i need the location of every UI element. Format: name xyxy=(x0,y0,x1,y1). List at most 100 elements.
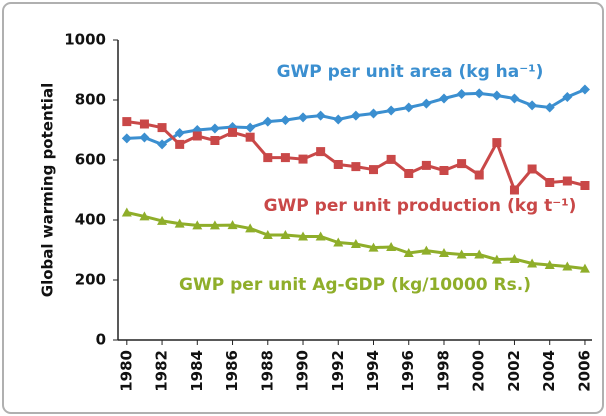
marker xyxy=(209,123,220,134)
marker xyxy=(121,207,132,217)
marker xyxy=(192,131,202,141)
marker xyxy=(174,128,185,138)
marker xyxy=(439,166,449,175)
marker xyxy=(491,254,502,264)
marker xyxy=(157,139,168,150)
marker xyxy=(457,159,467,169)
marker xyxy=(192,220,203,230)
x-tick-label: 2002 xyxy=(505,350,523,392)
marker xyxy=(298,154,308,164)
marker xyxy=(579,84,590,95)
y-tick-label: 0 xyxy=(96,331,106,349)
x-tick-label: 1980 xyxy=(117,350,135,392)
marker xyxy=(298,231,309,241)
marker xyxy=(245,223,256,233)
marker xyxy=(175,139,185,149)
marker xyxy=(580,181,590,190)
marker xyxy=(527,258,538,268)
marker xyxy=(579,263,590,273)
marker xyxy=(280,115,291,126)
x-tick-label: 1986 xyxy=(223,350,241,392)
x-tick-label: 2000 xyxy=(470,350,488,392)
marker xyxy=(403,102,414,113)
marker xyxy=(280,153,290,163)
y-tick-label: 800 xyxy=(75,91,106,109)
marker xyxy=(174,218,185,228)
series-label: GWP per unit area (kg ha⁻¹) xyxy=(277,62,544,82)
marker xyxy=(121,133,132,144)
marker xyxy=(544,102,555,113)
marker xyxy=(333,237,344,247)
marker xyxy=(544,260,555,269)
marker xyxy=(368,108,379,119)
marker xyxy=(280,230,291,239)
marker xyxy=(474,170,484,180)
x-tick-label: 1988 xyxy=(258,350,276,392)
marker xyxy=(527,100,538,111)
x-tick-label: 2006 xyxy=(575,350,593,392)
marker xyxy=(509,254,520,263)
marker xyxy=(227,220,238,230)
marker xyxy=(545,178,555,187)
marker xyxy=(474,249,485,259)
marker xyxy=(386,154,396,164)
marker xyxy=(421,160,431,170)
marker xyxy=(298,112,309,123)
marker xyxy=(157,123,167,133)
marker xyxy=(386,242,397,251)
marker xyxy=(157,215,168,225)
marker xyxy=(438,248,449,257)
marker xyxy=(368,242,379,252)
marker xyxy=(386,105,397,116)
marker xyxy=(245,132,255,142)
marker xyxy=(350,239,361,248)
marker xyxy=(262,116,273,127)
x-tick-label: 1990 xyxy=(294,350,312,392)
marker xyxy=(245,122,256,133)
marker xyxy=(316,147,326,157)
marker xyxy=(369,165,379,175)
marker xyxy=(527,164,537,174)
series-label: GWP per unit production (kg t⁻¹) xyxy=(264,196,577,216)
marker xyxy=(315,110,326,121)
marker xyxy=(122,117,132,127)
marker xyxy=(456,89,467,99)
y-tick-label: 400 xyxy=(75,211,106,229)
x-tick-label: 1992 xyxy=(329,350,347,392)
series-label: GWP per unit Ag-GDP (kg/10000 Rs.) xyxy=(179,275,531,295)
marker xyxy=(492,138,502,148)
marker xyxy=(456,249,467,259)
x-tick-label: 1998 xyxy=(434,350,452,392)
x-tick-label: 2004 xyxy=(540,350,558,392)
x-tick-label: 1994 xyxy=(364,350,382,392)
y-tick-label: 200 xyxy=(75,271,106,289)
x-tick-label: 1982 xyxy=(153,350,171,392)
marker xyxy=(474,88,485,99)
marker xyxy=(438,93,449,104)
x-tick-label: 1984 xyxy=(188,350,206,392)
marker xyxy=(210,136,220,145)
marker xyxy=(209,220,220,230)
marker xyxy=(421,245,432,255)
marker xyxy=(562,176,572,186)
marker xyxy=(228,127,238,137)
marker xyxy=(562,261,573,271)
x-tick-label: 1996 xyxy=(399,350,417,392)
marker xyxy=(333,160,343,169)
marker xyxy=(491,90,502,101)
marker xyxy=(333,114,344,125)
marker xyxy=(509,185,519,195)
marker xyxy=(315,231,326,241)
marker xyxy=(562,92,573,102)
marker xyxy=(139,132,150,143)
y-tick-label: 1000 xyxy=(64,31,106,49)
y-tick-label: 600 xyxy=(75,151,106,169)
marker xyxy=(262,230,273,239)
marker xyxy=(263,153,273,163)
marker xyxy=(350,110,361,121)
marker xyxy=(351,162,361,172)
marker xyxy=(421,98,432,109)
